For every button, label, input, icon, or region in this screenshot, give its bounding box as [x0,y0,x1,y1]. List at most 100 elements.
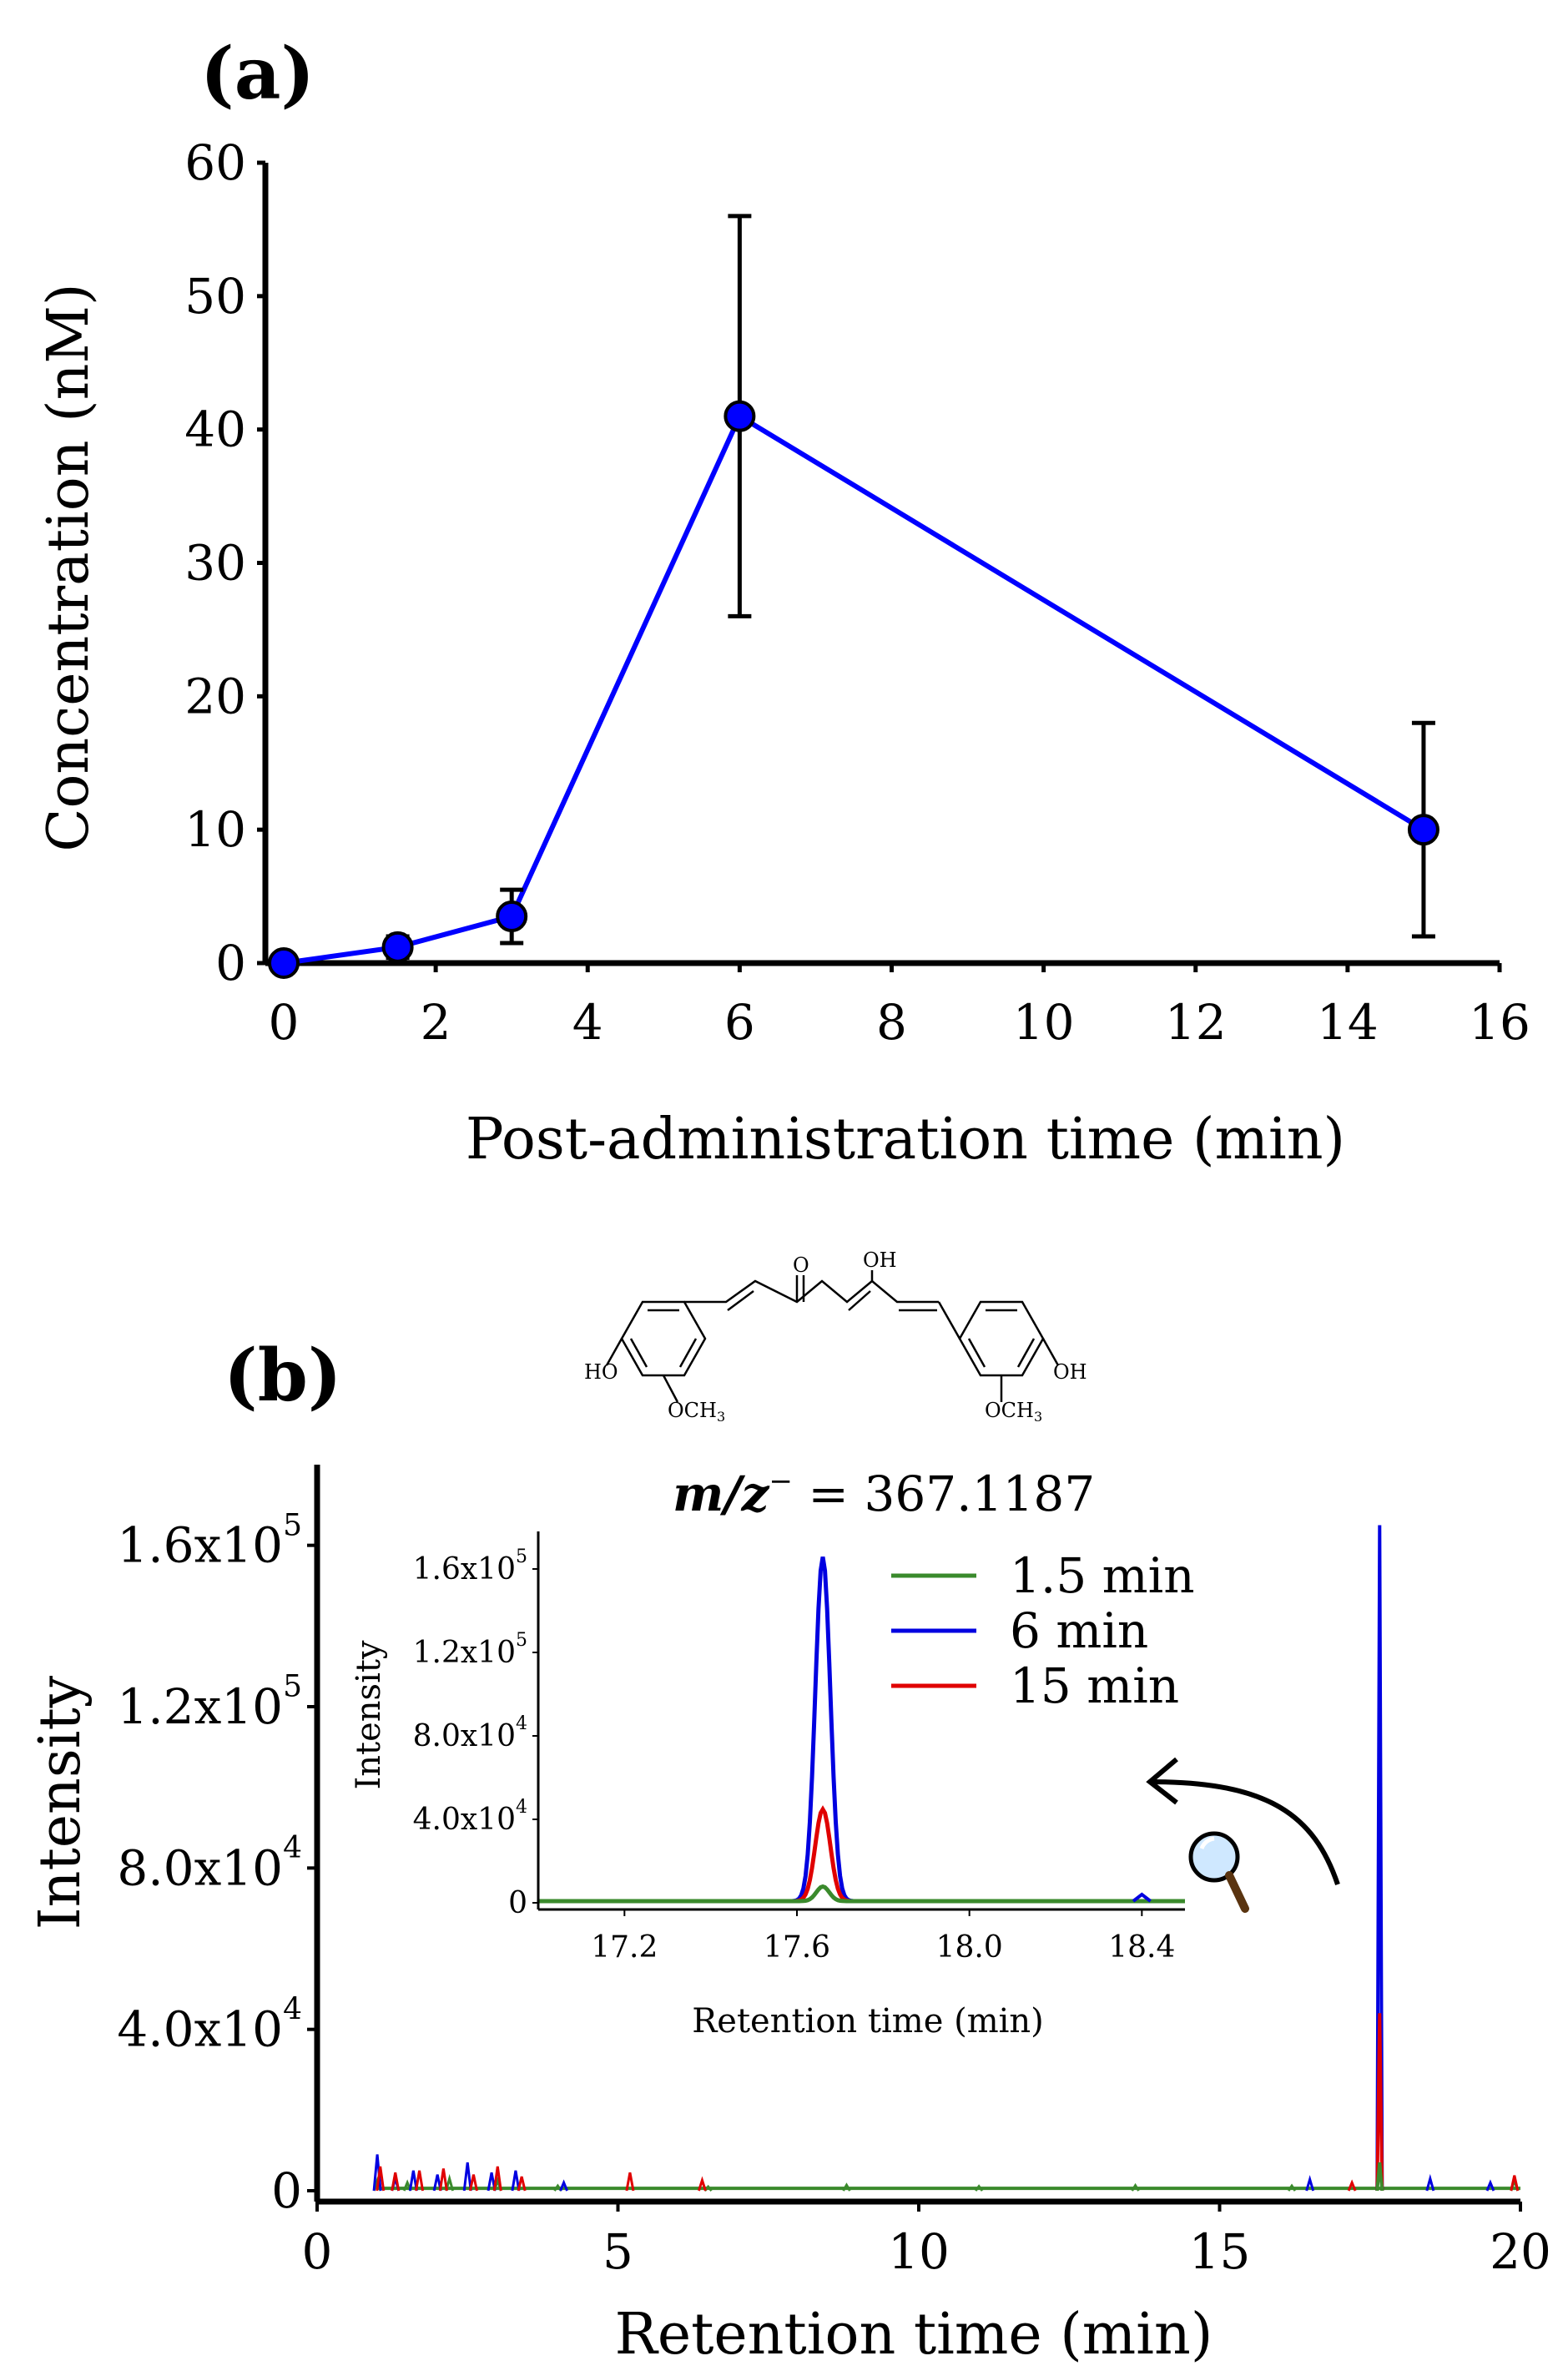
b-noise-spike-green [1287,2183,1297,2192]
chem-och3-left: OCH3 [668,1399,725,1425]
a-ytick-label: 60 [184,134,246,191]
b-noise-spike-blue [1485,2179,1495,2192]
a-data-point [268,947,300,979]
b-ytick-label-exp: 4 [283,1831,302,1865]
inset-curve-15-min [538,1805,1185,1904]
b-ytick-label-base: 1.6x10 [117,1517,283,1574]
b-noise-spike-red [415,2170,425,2192]
b-xtick-label: 20 [1490,2223,1551,2280]
b-ytick-label-base: 4.0x10 [117,2001,283,2058]
inset-x-ticks: 17.2 17.6 18.0 18.4 [591,1909,1175,1965]
mz-sup: − [769,1465,794,1498]
curved-arrow-icon [1151,1779,1340,1885]
chem-oh-right-label: OH [1053,1360,1087,1384]
chain-double-bond-2 [848,1290,871,1311]
mz-prefix: m/z [673,1465,770,1522]
a-xtick-label: 16 [1469,994,1530,1051]
b-peak-15-min [1375,2013,1384,2192]
inset-xtick-label: 17.6 [764,1930,830,1965]
b-xtick-label: 5 [602,2223,633,2280]
right-oh-bond [1041,1338,1060,1366]
a-data-point [1407,814,1439,846]
left-ring-inner-bond-3 [629,1338,648,1368]
b-noise-spike-red [492,2166,502,2192]
a-xtick-label: 14 [1317,994,1379,1051]
chem-och3-right-text: OCH [985,1399,1034,1422]
inset-ytick-label-base: 1.2x10 [413,1636,516,1670]
a-data-point [496,900,528,933]
a-series-line [283,412,1425,966]
panel-a-label: (a) [200,32,315,116]
a-xtick-label: 8 [876,994,907,1051]
chem-o-label: O [793,1254,809,1277]
b-noise-spike-blue [1425,2173,1435,2192]
magnifier-icon [1188,1831,1249,1913]
inset-blip [1132,1892,1152,1903]
inset-x-label: Retention time (min) [692,2002,1044,2041]
panel-a-y-ticks: 0 10 20 30 40 50 60 [184,134,265,991]
b-ytick-label-exp: 4 [283,1992,302,2026]
panel-a-y-label: Concentration (nM) [36,283,102,851]
b-peak-6-min [1375,1525,1384,2192]
mz-label: m/z− = 367.1187 [673,1465,1095,1522]
left-och3-bond [662,1375,679,1403]
a-xtick-label: 10 [1013,994,1075,1051]
b-noise-spike-red [376,2166,386,2192]
chem-ho-label: HO [584,1360,618,1384]
panel-b-x-label: Retention time (min) [615,2302,1213,2368]
b-ytick-label: 4.0x104 [117,1992,302,2057]
inset-ytick-label-base: 1.6x10 [413,1552,516,1587]
b-ytick-label-exp: 5 [283,1670,302,1704]
b-noise-spike-green [1131,2182,1140,2192]
b-noise-spike-blue [1305,2175,1315,2192]
panel-a-x-label: Post-administration time (min) [466,1107,1345,1173]
legend-label: 1.5 min [1010,1547,1195,1604]
a-ytick-label: 30 [184,535,246,592]
panel-a-x-ticks: 0 2 4 6 8 10 12 14 16 [269,963,1530,1051]
a-ytick-label: 20 [184,668,246,724]
panel-a-plot [268,214,1439,979]
b-ytick-label: 8.0x104 [117,1831,302,1896]
inset-ytick-label-exp: 4 [516,1797,527,1818]
b-noise-spike-red [468,2174,478,2192]
inset-y-label: Intensity [350,1640,388,1789]
panel-b-y-label: Intensity [28,1675,93,1930]
right-ring-inner-bond-3 [967,1338,986,1368]
a-xtick-label: 0 [269,994,300,1051]
b-ytick-label-base: 0 [271,2162,302,2219]
b-ytick-label-base: 8.0x10 [117,1839,283,1896]
b-noise-spike-blue [511,2170,521,2192]
magnifier-glint [1199,1836,1215,1850]
a-xtick-label: 2 [421,994,451,1051]
a-xtick-label: 12 [1165,994,1227,1051]
a-data-point [381,931,414,963]
inset-xtick-label: 18.0 [936,1930,1003,1965]
inset-ytick-label-exp: 5 [516,1630,527,1651]
b-noise-spike-red [438,2168,448,2192]
chem-och3-left-text: OCH [668,1399,717,1422]
panel-a: (a) 0 10 20 30 40 50 60 0 2 4 6 8 10 12 14 16 Concentr… [36,32,1530,1173]
inset-xtick-label: 18.4 [1108,1930,1175,1965]
inset-ytick-label: 0 [508,1886,527,1920]
inset-ytick-label-base: 0 [508,1886,527,1920]
right-ring-attach [937,1301,961,1339]
right-benzene-ring [958,1300,1045,1377]
inset-ytick-label: 8.0x104 [413,1713,527,1753]
b-noise-spike-blue [462,2162,472,2192]
b-ytick-label: 1.2x105 [117,1670,302,1735]
b-noise-spike-red [391,2172,401,2192]
b-xtick-label: 15 [1189,2223,1251,2280]
panel-b-label: (b) [224,1334,342,1418]
panel-b: (b) O OH HO OCH3 OCH3 [28,1249,1551,2368]
magnifier-handle [1225,1871,1249,1913]
panel-b-plot [372,1525,1520,2192]
a-data-point [723,400,756,432]
left-benzene-ring [620,1300,707,1377]
chem-och3-right-sub: 3 [1034,1409,1042,1425]
left-ring-inner-bond-2 [678,1338,698,1368]
b-xtick-label: 10 [888,2223,950,2280]
